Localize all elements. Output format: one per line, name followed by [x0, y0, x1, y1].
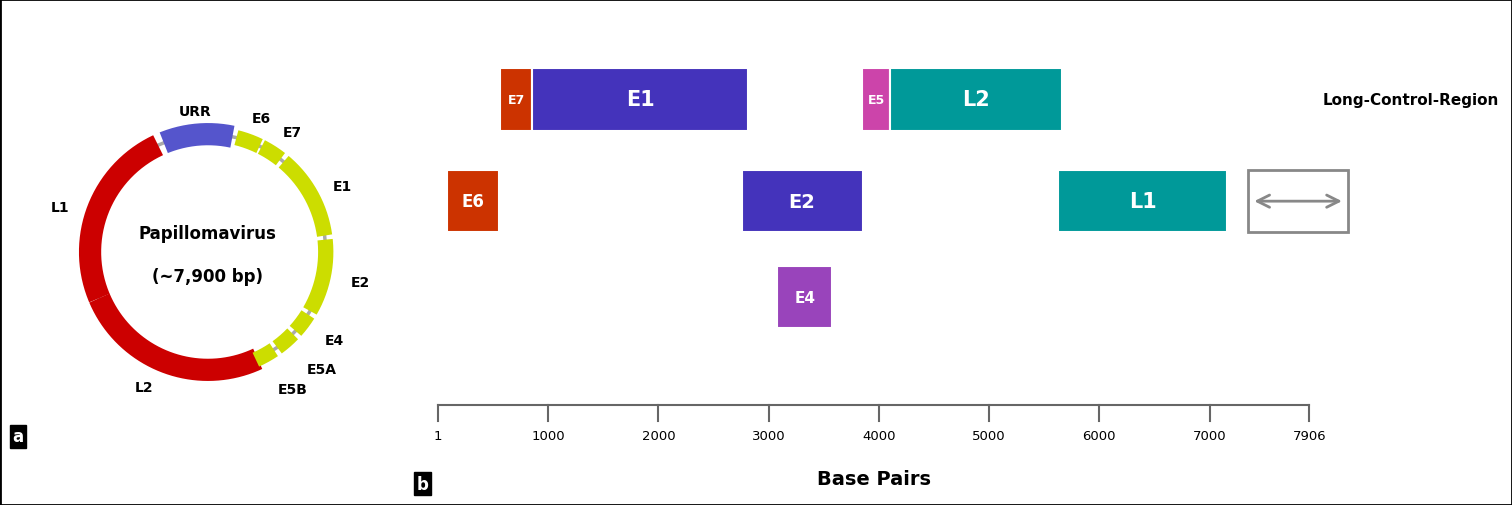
Text: URR: URR — [180, 105, 212, 119]
Text: E5A: E5A — [307, 363, 336, 377]
Bar — [532, 69, 748, 131]
Bar — [777, 267, 832, 329]
Text: E1: E1 — [626, 90, 655, 110]
Text: 1000: 1000 — [531, 430, 565, 442]
Text: 4000: 4000 — [862, 430, 895, 442]
Bar — [448, 171, 499, 233]
Text: 5000: 5000 — [972, 430, 1005, 442]
Text: E5: E5 — [868, 94, 885, 107]
Text: E2: E2 — [789, 192, 815, 211]
Bar — [891, 69, 1061, 131]
Text: Papillomavirus: Papillomavirus — [139, 225, 277, 243]
Text: 3000: 3000 — [751, 430, 785, 442]
Text: E4: E4 — [794, 290, 815, 305]
Text: E4: E4 — [325, 333, 343, 347]
Text: 6000: 6000 — [1083, 430, 1116, 442]
Text: 7000: 7000 — [1193, 430, 1226, 442]
Text: Base Pairs: Base Pairs — [816, 469, 931, 488]
Bar — [741, 171, 862, 233]
Text: L2: L2 — [135, 381, 153, 395]
Text: E2: E2 — [351, 276, 370, 290]
Bar — [1249, 171, 1349, 233]
Text: E6: E6 — [461, 193, 485, 211]
Text: E1: E1 — [333, 179, 352, 193]
Bar — [862, 69, 891, 131]
Text: a: a — [12, 427, 23, 445]
Text: E7: E7 — [283, 126, 302, 140]
Text: 2000: 2000 — [641, 430, 676, 442]
Text: b: b — [417, 475, 429, 493]
Text: Long-Control-Region: Long-Control-Region — [1323, 93, 1498, 108]
Text: 7906: 7906 — [1293, 430, 1326, 442]
Text: E6: E6 — [251, 111, 271, 125]
Text: L2: L2 — [962, 90, 989, 110]
Bar — [500, 69, 532, 131]
Text: L1: L1 — [1128, 192, 1157, 212]
Text: 1: 1 — [434, 430, 442, 442]
Text: E5B: E5B — [277, 382, 307, 396]
Text: (~7,900 bp): (~7,900 bp) — [153, 267, 263, 285]
Bar — [1058, 171, 1226, 233]
Text: L1: L1 — [50, 200, 70, 215]
Text: E7: E7 — [508, 94, 525, 107]
